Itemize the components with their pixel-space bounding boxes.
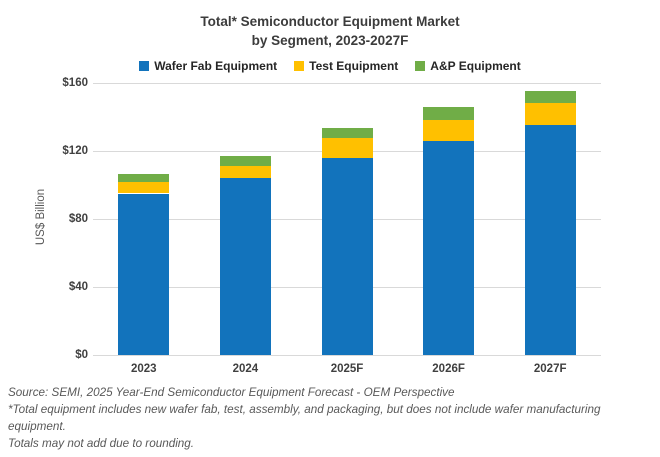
bar-2026F-wafer-fab-equipment xyxy=(423,140,475,355)
y-tick-label-$80: $80 xyxy=(68,213,88,225)
bar-2023-a-p-equipment xyxy=(118,173,170,183)
chart-title-line-1: Total* Semiconductor Equipment Market xyxy=(200,14,460,29)
bar-2026F-test-equipment xyxy=(423,119,475,141)
chart-title-line-2: by Segment, 2023-2027F xyxy=(251,33,409,48)
legend-label-ap: A&P Equipment xyxy=(430,59,521,73)
gridline-$0 xyxy=(93,355,601,356)
bar-2023-test-equipment xyxy=(118,182,170,194)
legend-item-test: Test Equipment xyxy=(294,59,398,73)
source-note: Source: SEMI, 2025 Year-End Semiconducto… xyxy=(8,386,455,399)
x-tick-label-2025F: 2025F xyxy=(330,363,364,375)
ap-swatch-icon xyxy=(415,61,426,71)
bar-2024-a-p-equipment xyxy=(219,156,271,167)
bar-2026F-a-p-equipment xyxy=(423,106,475,120)
bar-2027F-a-p-equipment xyxy=(524,90,576,103)
bar-2027F-wafer-fab-equipment xyxy=(524,124,576,355)
bar-2023-wafer-fab-equipment xyxy=(118,193,170,355)
legend-item-wafer-fab: Wafer Fab Equipment xyxy=(139,59,277,73)
x-tick-label-2026F: 2026F xyxy=(432,363,465,375)
legend-label-wafer-fab: Wafer Fab Equipment xyxy=(154,59,278,73)
x-tick-label-2024: 2024 xyxy=(232,363,259,375)
x-tick-label-2023: 2023 xyxy=(131,363,157,375)
legend-label-test: Test Equipment xyxy=(309,59,399,73)
y-tick-label-$0: $0 xyxy=(75,349,88,361)
bar-2027F-test-equipment xyxy=(524,102,576,125)
bar-2025F-a-p-equipment xyxy=(321,128,373,139)
bar-2025F-test-equipment xyxy=(321,138,373,158)
bar-2024-test-equipment xyxy=(219,166,271,179)
total-definition-note: *Total equipment includes new wafer fab,… xyxy=(8,403,601,433)
chart-title: Total* Semiconductor Equipment Market by… xyxy=(0,12,660,50)
wafer-fab-swatch-icon xyxy=(139,61,150,71)
footnotes: Source: SEMI, 2025 Year-End Semiconducto… xyxy=(8,384,656,452)
legend-item-ap: A&P Equipment xyxy=(415,59,521,73)
x-tick-label-2027F: 2027F xyxy=(533,363,567,375)
chart-legend: Wafer Fab Equipment Test Equipment A&P E… xyxy=(0,59,660,73)
bar-2024-wafer-fab-equipment xyxy=(219,178,271,355)
rounding-note: Totals may not add due to rounding. xyxy=(8,437,195,450)
gridline-$160 xyxy=(93,83,601,84)
test-swatch-icon xyxy=(294,61,305,71)
y-tick-label-$160: $160 xyxy=(62,77,88,89)
bar-2025F-wafer-fab-equipment xyxy=(321,157,373,355)
y-tick-label-$120: $120 xyxy=(62,145,88,157)
y-tick-label-$40: $40 xyxy=(68,281,88,293)
